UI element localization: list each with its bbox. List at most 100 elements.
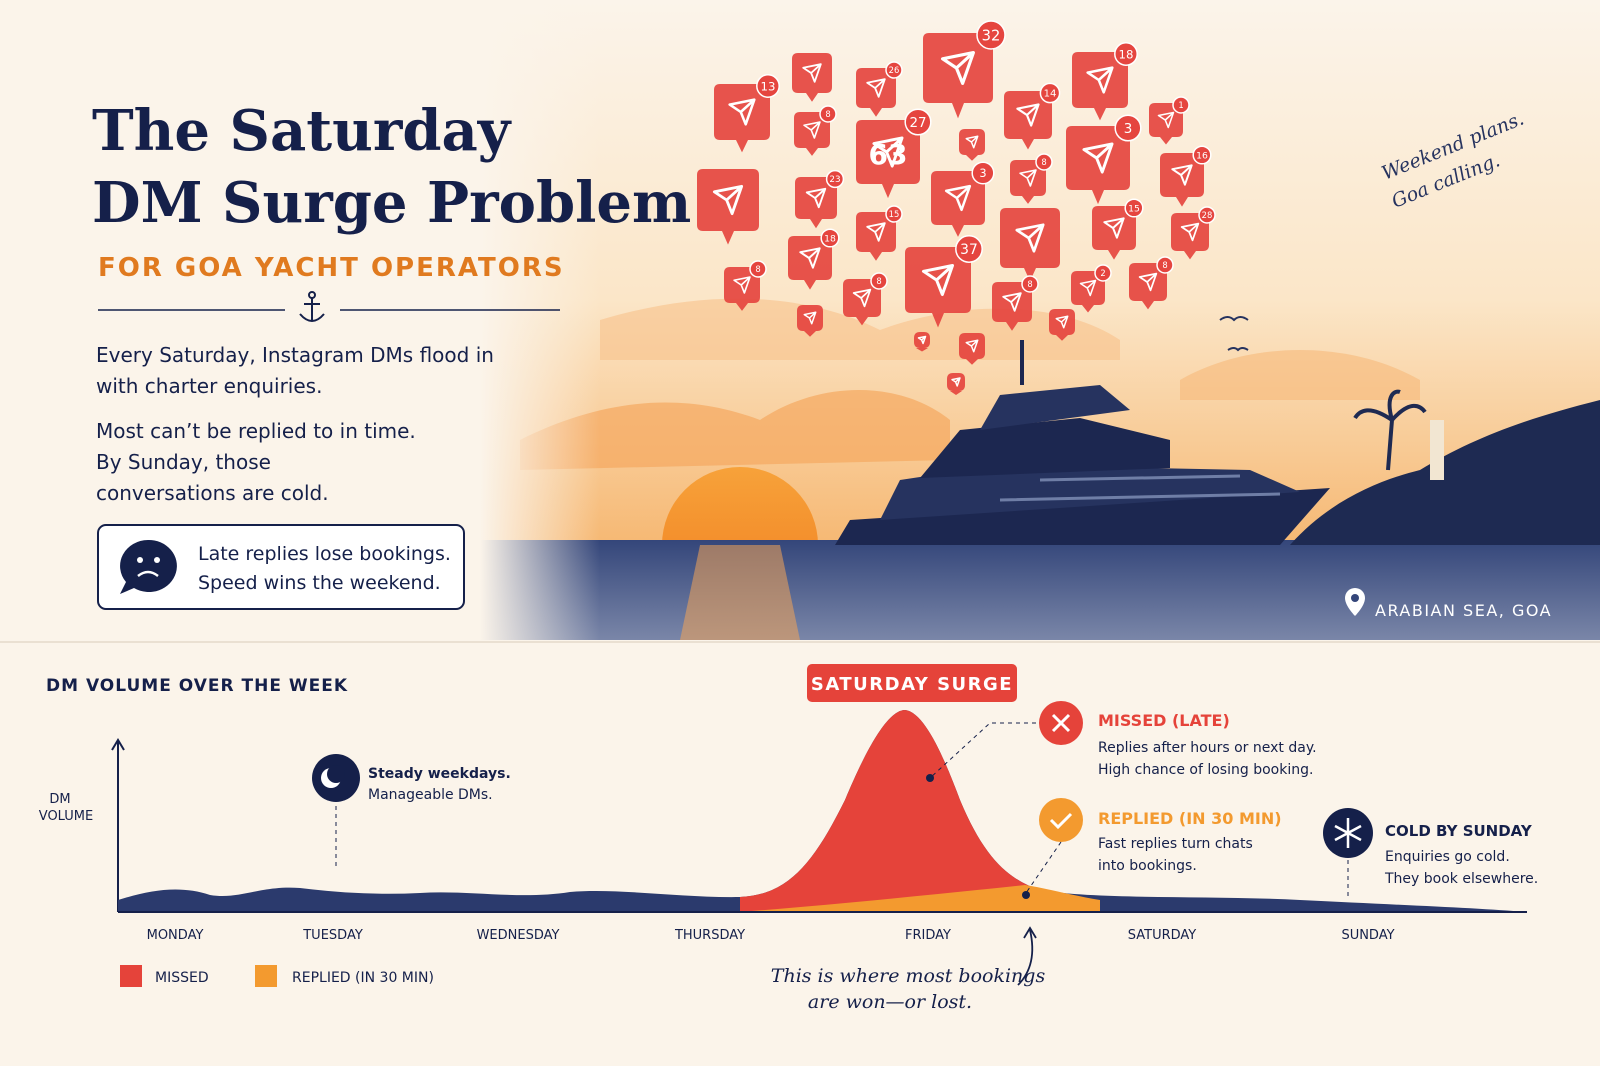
header: The Saturday DM Surge Problem FOR GOA YA… — [92, 98, 691, 610]
sun-reflection — [680, 545, 800, 640]
moon-icon — [327, 765, 345, 783]
note-text: High chance of losing booking. — [1098, 762, 1313, 778]
callout-text: Speed wins the weekend. — [198, 572, 441, 594]
chart: DM VOLUME OVER THE WEEK DM VOLUME MONDAY… — [39, 664, 1538, 1013]
plane-icon — [733, 276, 751, 294]
surge-label-box — [807, 664, 1017, 702]
badge-count: 8 — [1162, 260, 1167, 270]
plane-icon — [951, 377, 961, 387]
y-axis-label: VOLUME — [39, 809, 93, 824]
badge-count: 8 — [755, 264, 760, 274]
featured-count: 63 — [869, 138, 908, 171]
note-text: Manageable DMs. — [368, 787, 493, 803]
badge-count: 1 — [1178, 100, 1183, 110]
day-label: THURSDAY — [674, 928, 745, 943]
title: The Saturday — [92, 98, 512, 164]
badge-count: 15 — [889, 209, 900, 219]
badge-count: 23 — [829, 175, 840, 185]
paragraph: Most can’t be replied to in time. By Sun… — [96, 419, 416, 505]
badge-count: 3 — [1124, 122, 1133, 137]
legend-label: MISSED — [155, 970, 209, 986]
plane-icon — [921, 263, 955, 297]
sad-icon — [120, 539, 177, 594]
clouds — [520, 390, 950, 470]
plane-icon — [805, 187, 827, 209]
plane-icon — [1079, 279, 1097, 297]
badge-count: 26 — [889, 65, 900, 75]
palm — [1353, 389, 1427, 471]
subtitle: FOR GOA YACHT OPERATORS — [98, 253, 565, 283]
plane-icon — [802, 63, 822, 83]
plane-icon — [866, 222, 886, 242]
plane-icon — [852, 288, 872, 308]
plane-icon — [965, 135, 979, 149]
badge — [955, 235, 983, 263]
clouds — [600, 298, 1120, 360]
badge — [1039, 82, 1061, 104]
legend-swatch — [120, 965, 142, 987]
badge — [885, 205, 903, 223]
note-text: They book elsewhere. — [1384, 871, 1538, 887]
surge-label: SATURDAY SURGE — [811, 674, 1013, 695]
location-pin — [1351, 594, 1359, 602]
badge-count: 27 — [909, 116, 926, 131]
badge — [1114, 42, 1138, 66]
plane-icon — [803, 121, 821, 139]
replied-area — [740, 885, 1100, 912]
badge — [1124, 198, 1144, 218]
badge — [749, 260, 767, 278]
plane-icon — [1015, 223, 1045, 253]
badge — [820, 228, 840, 248]
missed-area — [740, 710, 1040, 912]
location: ARABIAN SEA, GOA — [1375, 601, 1552, 620]
day-labels: MONDAY TUESDAY WEDNESDAY THURSDAY FRIDAY SATU… — [147, 928, 1395, 943]
badge — [1035, 153, 1053, 171]
yacht — [835, 340, 1330, 545]
note-title: COLD BY SUNDAY — [1385, 822, 1533, 840]
clouds — [1180, 350, 1420, 400]
plane-icon — [1171, 164, 1193, 186]
plane-icon — [917, 335, 927, 345]
plane-icon — [1002, 292, 1022, 312]
badge — [1156, 256, 1174, 274]
sea — [480, 540, 1600, 640]
plane-icon — [1055, 315, 1069, 329]
y-axis — [111, 738, 125, 751]
badge-count: 13 — [761, 79, 776, 93]
legend-swatch — [255, 965, 277, 987]
anchor-icon — [299, 298, 325, 322]
day-label: TUESDAY — [302, 928, 363, 943]
lighthouse — [1430, 420, 1444, 480]
badge — [1114, 114, 1142, 142]
note-title: Steady weekdays. — [368, 766, 511, 782]
plane-icon — [965, 339, 979, 353]
callout-text: Late replies lose bookings. — [198, 543, 451, 565]
badge-count: 37 — [960, 242, 978, 258]
sad-icon — [137, 570, 159, 578]
paragraph: Every Saturday, Instagram DMs flood in w… — [96, 343, 494, 398]
badge — [1198, 206, 1216, 224]
note-text: Fast replies turn chats — [1098, 836, 1253, 852]
plane-icon — [1016, 103, 1040, 127]
badge — [819, 105, 837, 123]
plane-icon — [712, 184, 744, 216]
badge — [756, 74, 780, 98]
island — [1290, 400, 1600, 545]
sad-icon — [154, 557, 160, 563]
note-arrow — [1017, 926, 1037, 986]
day-label: SATURDAY — [1128, 928, 1197, 943]
plane-icon — [1180, 222, 1200, 242]
chart-title: DM VOLUME OVER THE WEEK — [46, 676, 348, 696]
pointer — [1025, 841, 1062, 894]
badge — [1172, 96, 1190, 114]
badge-count: 16 — [1196, 150, 1208, 161]
badge — [904, 108, 932, 136]
badge-count: 8 — [825, 109, 830, 119]
snow-icon — [1334, 818, 1362, 848]
plane-icon — [1086, 66, 1114, 94]
pointer — [1022, 891, 1030, 899]
bottom-note: are won—or lost. — [808, 991, 972, 1013]
replied-icon — [1049, 812, 1073, 830]
